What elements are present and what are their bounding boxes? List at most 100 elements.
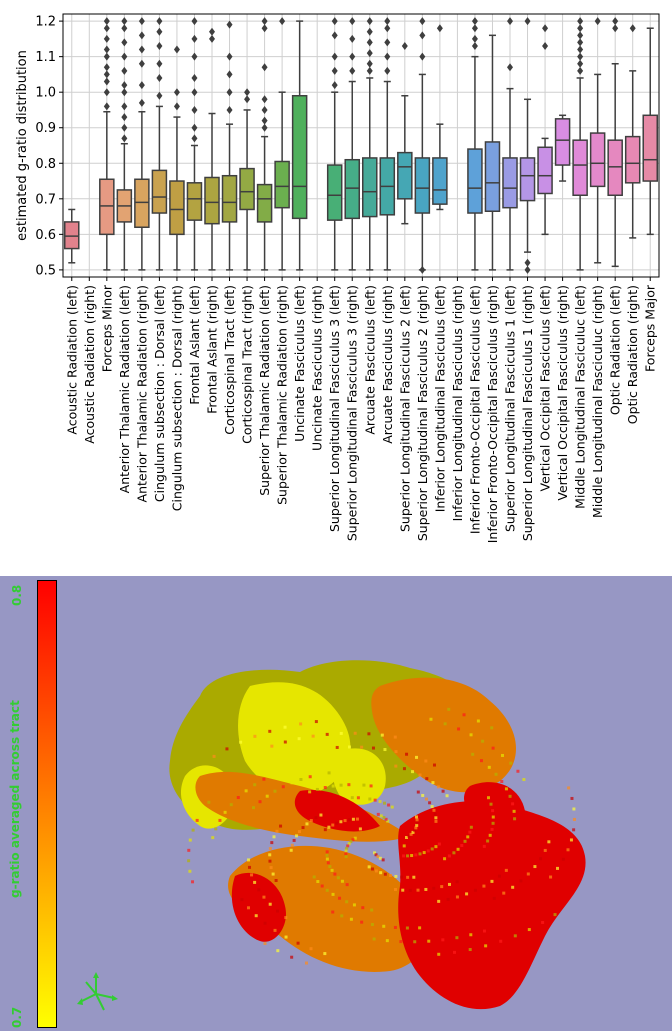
- box: [291, 94, 308, 220]
- voxel-speck: [406, 854, 410, 858]
- outlier-point: [103, 63, 110, 72]
- voxel-speck: [522, 778, 526, 782]
- voxel-speck: [384, 817, 388, 821]
- voxel-speck: [305, 822, 309, 826]
- voxel-speck: [468, 830, 472, 834]
- voxel-speck: [394, 750, 398, 754]
- voxel-speck: [311, 734, 315, 738]
- x-tick-label: Inferior Fronto-Occipital Fasciculus (ri…: [485, 285, 500, 543]
- voxel-speck: [349, 917, 353, 921]
- voxel-speck: [500, 779, 504, 783]
- box: [642, 114, 658, 182]
- voxel-speck: [492, 896, 496, 900]
- box: [502, 157, 518, 209]
- voxel-speck: [455, 895, 459, 899]
- voxel-speck: [343, 819, 347, 823]
- box: [169, 180, 185, 236]
- y-tick-label: 0.9: [35, 121, 56, 136]
- voxel-speck: [491, 821, 495, 825]
- voxel-speck: [394, 764, 398, 768]
- voxel-speck: [335, 745, 339, 749]
- voxel-speck: [482, 929, 486, 933]
- voxel-speck: [240, 898, 244, 902]
- voxel-speck: [253, 783, 257, 787]
- voxel-speck: [191, 828, 195, 832]
- voxel-speck: [344, 855, 348, 859]
- voxel-speck: [383, 872, 387, 876]
- voxel-speck: [476, 719, 480, 723]
- voxel-speck: [468, 948, 472, 952]
- x-tick-label: Vertical Occipital Fasciculus (left): [538, 285, 553, 491]
- voxel-speck: [345, 900, 349, 904]
- voxel-speck: [223, 810, 227, 814]
- voxel-speck: [331, 892, 335, 896]
- voxel-speck: [297, 737, 301, 741]
- outlier-point: [577, 45, 584, 54]
- voxel-speck: [309, 819, 313, 823]
- outlier-point: [103, 52, 110, 61]
- outlier-point: [471, 24, 478, 33]
- box: [186, 182, 203, 221]
- voxel-speck: [415, 755, 419, 759]
- tract-yellow-3: [332, 748, 386, 805]
- voxel-speck: [572, 807, 576, 811]
- voxel-speck: [319, 813, 323, 817]
- voxel-speck: [262, 777, 266, 781]
- voxel-speck: [308, 775, 312, 779]
- voxel-speck: [320, 884, 324, 888]
- voxel-speck: [436, 785, 440, 789]
- outlier-point: [349, 34, 356, 43]
- voxel-speck: [309, 947, 313, 951]
- x-tick-label: Middle Longitudinal Fasciculuc (left): [573, 285, 588, 509]
- outlier-point: [366, 49, 373, 58]
- voxel-speck: [402, 854, 406, 858]
- outlier-point: [471, 34, 478, 43]
- voxel-speck: [283, 725, 287, 729]
- voxel-speck: [325, 857, 329, 861]
- voxel-speck: [331, 910, 335, 914]
- outlier-point: [121, 24, 128, 33]
- x-tick-label: Cingulum subsection : Dorsal (left): [152, 285, 167, 502]
- voxel-speck: [421, 793, 425, 797]
- voxel-speck: [418, 926, 422, 930]
- x-tick-label: Uncinate Fasciculus (left): [292, 285, 307, 442]
- voxel-speck: [246, 906, 250, 910]
- voxel-speck: [471, 752, 475, 756]
- voxel-speck: [271, 872, 275, 876]
- outlier-point: [173, 45, 180, 54]
- box: [204, 176, 220, 225]
- voxel-speck: [409, 832, 413, 836]
- voxel-speck: [265, 794, 269, 798]
- x-tick-label: Anterior Thalamic Radiation (right): [134, 285, 149, 502]
- x-tick-label: Arcuate Fasciculus (right): [380, 285, 395, 444]
- outlier-point: [436, 24, 443, 33]
- voxel-speck: [513, 934, 517, 938]
- voxel-speck: [188, 838, 192, 842]
- outlier-point: [191, 52, 198, 61]
- x-tick-label: Forceps Major: [643, 284, 658, 372]
- outlier-point: [524, 265, 531, 274]
- voxel-speck: [430, 847, 434, 851]
- voxel-speck: [499, 939, 503, 943]
- voxel-speck: [358, 827, 362, 831]
- voxel-speck: [519, 879, 523, 883]
- voxel-speck: [344, 849, 348, 853]
- voxel-speck: [353, 836, 357, 840]
- voxel-speck: [290, 843, 294, 847]
- outlier-point: [349, 17, 356, 26]
- voxel-speck: [418, 852, 422, 856]
- voxel-speck: [429, 717, 433, 721]
- outlier-point: [103, 88, 110, 97]
- voxel-speck: [434, 816, 438, 820]
- plot-frame: [62, 13, 660, 278]
- voxel-speck: [390, 805, 394, 809]
- tract-red-mid: [294, 790, 380, 832]
- voxel-speck: [352, 903, 356, 907]
- voxel-speck: [414, 853, 418, 857]
- outlier-point: [191, 73, 198, 82]
- voxel-speck: [318, 773, 322, 777]
- outlier-point: [121, 52, 128, 61]
- box: [274, 160, 290, 209]
- voxel-speck: [349, 840, 353, 844]
- voxel-speck: [469, 733, 473, 737]
